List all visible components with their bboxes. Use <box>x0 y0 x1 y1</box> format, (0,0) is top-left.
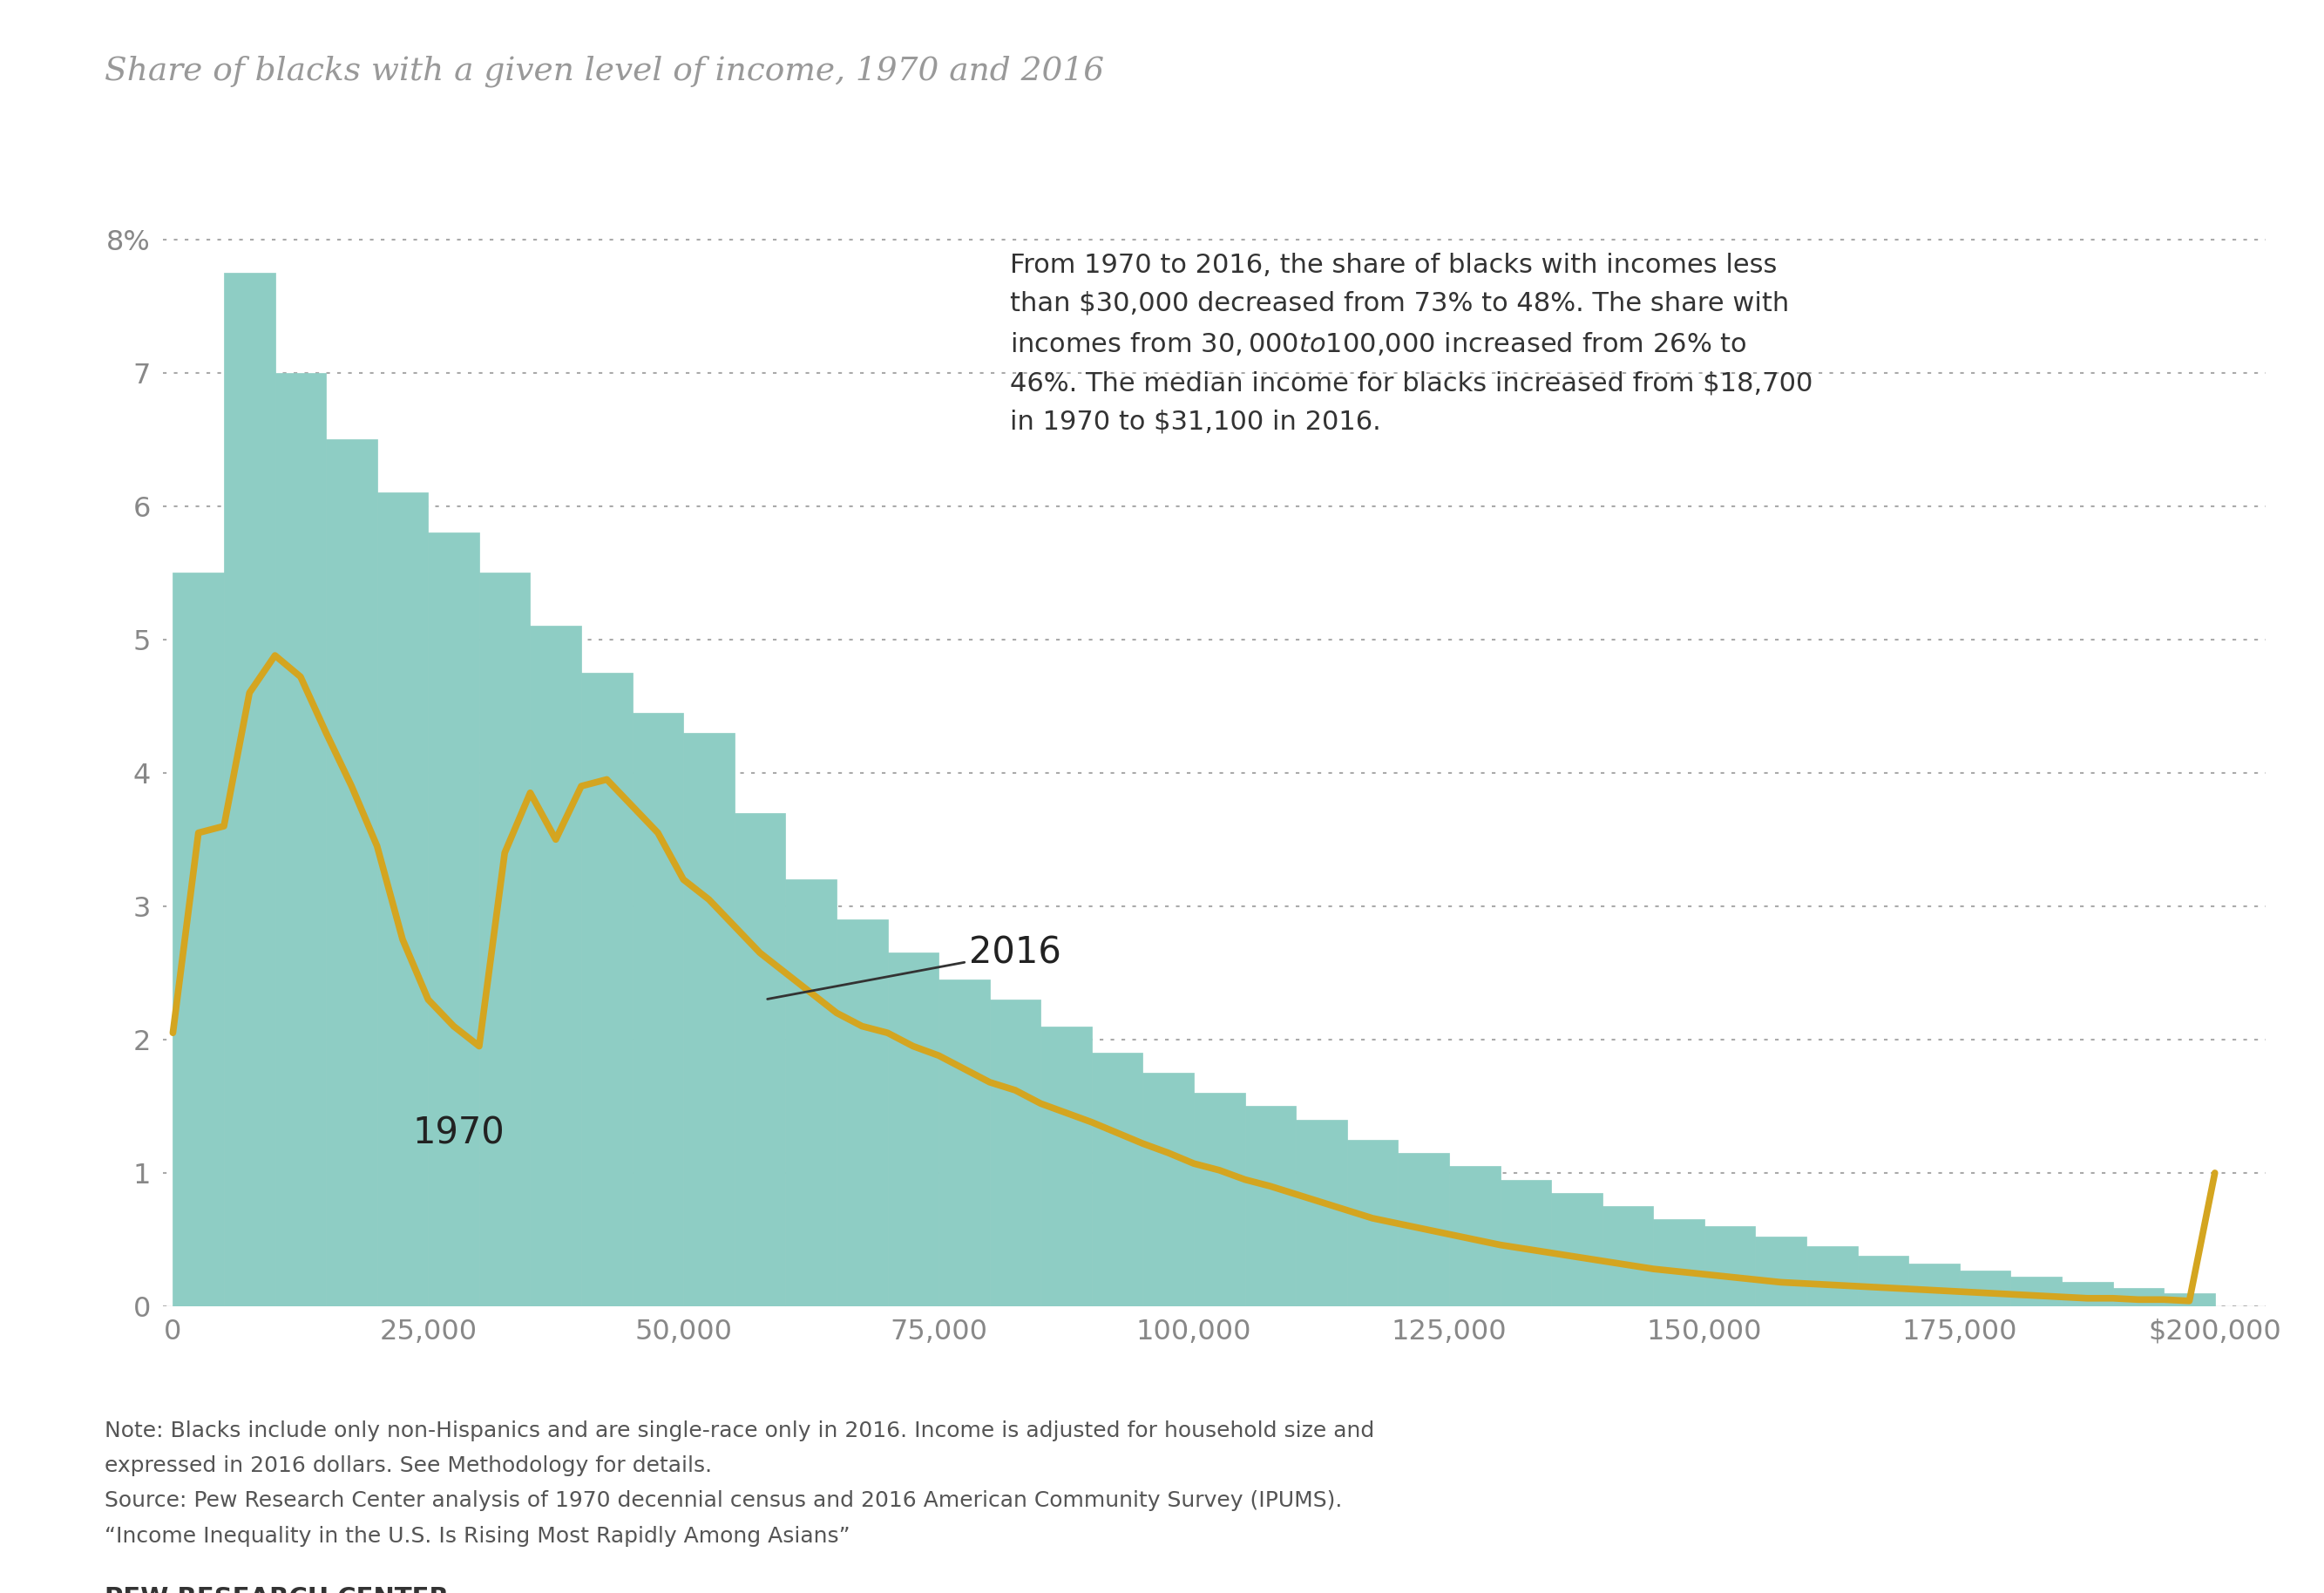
Bar <box>428 532 479 1306</box>
Bar <box>683 733 734 1306</box>
Bar <box>1806 1246 1857 1306</box>
Bar <box>1399 1153 1450 1306</box>
Text: From 1970 to 2016, the share of blacks with incomes less
than $30,000 decreased : From 1970 to 2016, the share of blacks w… <box>1011 253 1813 433</box>
Bar <box>1703 1227 1755 1306</box>
Bar <box>990 999 1041 1306</box>
Bar <box>1550 1193 1601 1306</box>
Bar <box>1908 1263 1959 1306</box>
Text: expressed in 2016 dollars. See Methodology for details.: expressed in 2016 dollars. See Methodolo… <box>105 1456 711 1477</box>
Bar <box>1348 1139 1399 1306</box>
Bar <box>1501 1179 1550 1306</box>
Bar <box>1857 1255 1908 1306</box>
Text: Source: Pew Research Center analysis of 1970 decennial census and 2016 American : Source: Pew Research Center analysis of … <box>105 1491 1343 1512</box>
Text: 2016: 2016 <box>767 935 1062 999</box>
Bar <box>274 373 325 1306</box>
Text: Note: Blacks include only non-Hispanics and are single-race only in 2016. Income: Note: Blacks include only non-Hispanics … <box>105 1421 1373 1442</box>
Bar <box>1246 1106 1297 1306</box>
Text: “Income Inequality in the U.S. Is Rising Most Rapidly Among Asians”: “Income Inequality in the U.S. Is Rising… <box>105 1526 851 1547</box>
Bar <box>1041 1026 1092 1306</box>
Bar <box>1601 1206 1652 1306</box>
Text: 1970: 1970 <box>414 1115 504 1152</box>
Bar <box>2010 1278 2061 1306</box>
Bar <box>581 672 632 1306</box>
Bar <box>2164 1294 2215 1306</box>
Bar <box>376 492 428 1306</box>
Bar <box>786 879 837 1306</box>
Bar <box>888 953 939 1306</box>
Bar <box>1297 1120 1348 1306</box>
Bar <box>2061 1282 2113 1306</box>
Bar <box>1755 1236 1806 1306</box>
Bar <box>734 812 786 1306</box>
Bar <box>1195 1093 1246 1306</box>
Text: PEW RESEARCH CENTER: PEW RESEARCH CENTER <box>105 1587 449 1593</box>
Bar <box>2113 1287 2164 1306</box>
Bar <box>1143 1072 1195 1306</box>
Bar <box>1652 1220 1703 1306</box>
Bar <box>479 573 530 1306</box>
Bar <box>1450 1166 1501 1306</box>
Bar <box>1959 1270 2010 1306</box>
Bar <box>837 919 888 1306</box>
Bar <box>1092 1053 1143 1306</box>
Text: Share of blacks with a given level of income, 1970 and 2016: Share of blacks with a given level of in… <box>105 56 1104 88</box>
Bar <box>530 626 581 1306</box>
Bar <box>223 272 274 1306</box>
Bar <box>325 440 376 1306</box>
Bar <box>172 573 223 1306</box>
Bar <box>939 980 990 1306</box>
Bar <box>632 712 683 1306</box>
